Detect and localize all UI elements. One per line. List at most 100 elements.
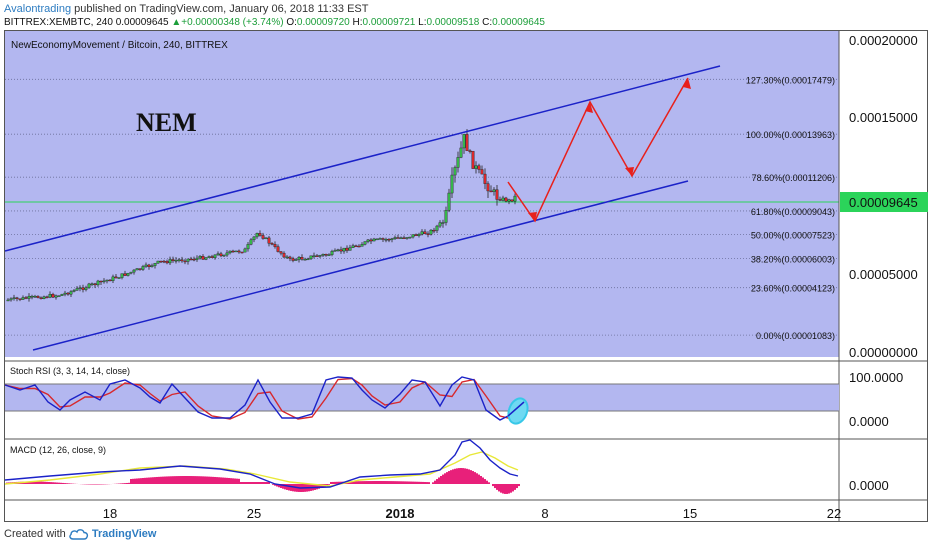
candle-body	[426, 233, 430, 236]
macd-histogram-bar	[272, 484, 274, 485]
candle-body	[342, 247, 346, 252]
candle-body	[24, 297, 28, 299]
candle-body	[180, 259, 184, 262]
macd-histogram-bar	[150, 477, 152, 484]
macd-histogram-bar	[424, 481, 426, 484]
candle-body	[315, 255, 319, 257]
candle-body	[75, 288, 79, 291]
candle-body	[237, 250, 241, 253]
candle-body	[6, 299, 10, 302]
nem-annotation: NEM	[136, 108, 197, 137]
candle-body	[189, 258, 193, 261]
projection-arrowhead-3	[625, 167, 634, 176]
candle-body	[510, 199, 514, 202]
macd-histogram-bar	[236, 478, 238, 484]
candle-body	[246, 244, 250, 250]
macd-histogram-bar	[262, 482, 264, 484]
macd-histogram-bar	[246, 482, 248, 484]
main-pane-background	[5, 31, 839, 357]
macd-histogram-bar	[244, 482, 246, 484]
macd-histogram-bar	[62, 482, 64, 484]
macd-histogram-bar	[170, 476, 172, 484]
macd-histogram-bar	[34, 481, 36, 484]
macd-histogram-bar	[158, 476, 160, 484]
candle-body	[366, 239, 370, 242]
macd-histogram-bar	[408, 481, 410, 484]
candle-body	[336, 249, 340, 251]
candle-body	[198, 256, 202, 259]
macd-histogram-bar	[454, 468, 456, 484]
candle-body	[138, 268, 142, 270]
candle-body	[147, 264, 151, 268]
macd-histogram-bar	[370, 481, 372, 484]
macd-histogram-bar	[26, 481, 28, 484]
candle-body	[363, 241, 367, 245]
macd-histogram-bar	[198, 476, 200, 484]
channel-lower-line[interactable]	[32, 180, 689, 351]
macd-histogram-bar	[52, 482, 54, 484]
macd-histogram-bar	[214, 476, 216, 484]
macd-histogram-bar	[128, 482, 130, 484]
candle-body	[135, 268, 139, 271]
macd-histogram-bar	[412, 481, 414, 484]
current-price-label: 0.00009645	[849, 195, 918, 210]
macd-histogram-bar	[28, 481, 30, 484]
macd-histogram-bar	[416, 481, 418, 484]
macd-histogram-bar	[366, 481, 368, 484]
candle-body	[33, 295, 37, 298]
macd-histogram-bar	[286, 484, 288, 490]
macd-histogram-bar	[122, 483, 124, 484]
macd-histogram-bar	[376, 481, 378, 484]
author-link[interactable]: Avalontrading	[4, 3, 72, 15]
candle-body	[294, 259, 298, 261]
macd-histogram-bar	[212, 476, 214, 484]
macd-histogram-bar	[120, 483, 122, 484]
footer: Created with TradingView	[4, 528, 156, 540]
macd-histogram-bar	[398, 481, 400, 484]
candle-body	[402, 237, 406, 239]
macd-histogram-bar	[470, 470, 472, 484]
macd-histogram-bar	[288, 484, 290, 491]
change-value: +0.00000348 (+3.74%)	[181, 17, 284, 28]
macd-histogram-bar	[506, 484, 508, 494]
candle-body	[270, 243, 274, 245]
macd-histogram-bar	[448, 471, 450, 484]
candle-body	[459, 147, 463, 158]
rsi-highlight-marker[interactable]	[505, 396, 531, 427]
projection-arrowhead-4	[683, 78, 691, 89]
macd-histogram-bar	[64, 483, 66, 484]
publisher-line: Avalontrading published on TradingView.c…	[4, 3, 368, 15]
candle-body	[444, 210, 448, 223]
macd-histogram-bar	[68, 483, 70, 484]
macd-histogram-bar	[510, 484, 512, 493]
macd-histogram-bar	[318, 484, 320, 489]
macd-histogram-bar	[406, 481, 408, 484]
channel-upper-line[interactable]	[4, 65, 721, 252]
fib-level-label: 127.30%(0.00017479)	[746, 75, 835, 85]
macd-histogram-bar	[166, 476, 168, 484]
candle-body	[498, 199, 502, 201]
candle-body	[267, 237, 271, 244]
macd-histogram-bar	[224, 477, 226, 484]
macd-histogram-bar	[502, 484, 504, 494]
macd-histogram-bar	[144, 477, 146, 484]
macd-histogram-bar	[356, 481, 358, 484]
candle-body	[69, 291, 73, 295]
time-tick-22: 22	[827, 506, 841, 521]
candle-body	[216, 253, 220, 256]
macd-histogram-bar	[162, 476, 164, 484]
candle-body	[318, 255, 322, 257]
macd-histogram-bar	[338, 481, 340, 484]
candle-body	[183, 260, 187, 263]
fib-level-label: 61.80%(0.00009043)	[751, 207, 835, 217]
macd-histogram-bar	[206, 476, 208, 484]
candle-body	[72, 290, 76, 292]
macd-histogram-bar	[492, 484, 494, 487]
tradingview-brand-link[interactable]: TradingView	[91, 528, 157, 540]
macd-histogram-bar	[208, 476, 210, 484]
macd-histogram-bar	[50, 482, 52, 484]
macd-histogram-bar	[230, 478, 232, 484]
ohlc-line: BITTREX:XEMBTC, 240 0.00009645 ▲+0.00000…	[4, 17, 545, 28]
fib-level-label: 38.20%(0.00006003)	[751, 254, 835, 264]
